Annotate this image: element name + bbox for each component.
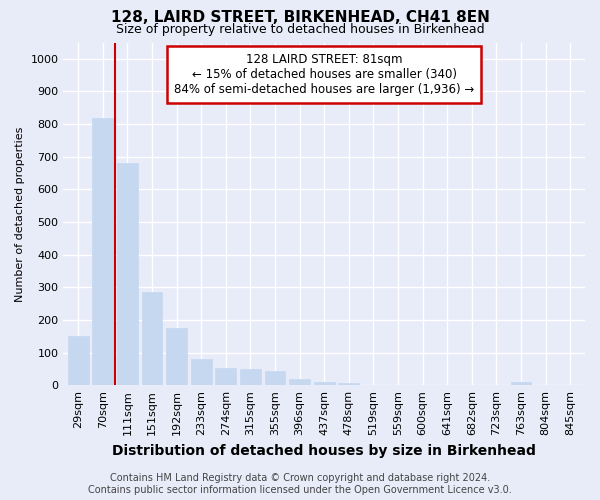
Bar [191, 359, 212, 385]
Text: 128, LAIRD STREET, BIRKENHEAD, CH41 8EN: 128, LAIRD STREET, BIRKENHEAD, CH41 8EN [110, 10, 490, 25]
Bar [363, 384, 384, 385]
Bar [338, 382, 359, 385]
Text: Contains HM Land Registry data © Crown copyright and database right 2024.
Contai: Contains HM Land Registry data © Crown c… [88, 474, 512, 495]
Y-axis label: Number of detached properties: Number of detached properties [15, 126, 25, 302]
Bar [166, 328, 187, 385]
Bar [215, 368, 236, 385]
Bar [142, 292, 163, 385]
Bar [314, 382, 335, 385]
Bar [511, 382, 532, 385]
Text: Size of property relative to detached houses in Birkenhead: Size of property relative to detached ho… [116, 22, 484, 36]
Bar [289, 378, 310, 385]
Bar [265, 372, 286, 385]
Bar [92, 118, 113, 385]
Bar [68, 336, 89, 385]
Text: 128 LAIRD STREET: 81sqm
← 15% of detached houses are smaller (340)
84% of semi-d: 128 LAIRD STREET: 81sqm ← 15% of detache… [174, 53, 475, 96]
Bar [117, 164, 138, 385]
Bar [240, 369, 261, 385]
X-axis label: Distribution of detached houses by size in Birkenhead: Distribution of detached houses by size … [112, 444, 536, 458]
